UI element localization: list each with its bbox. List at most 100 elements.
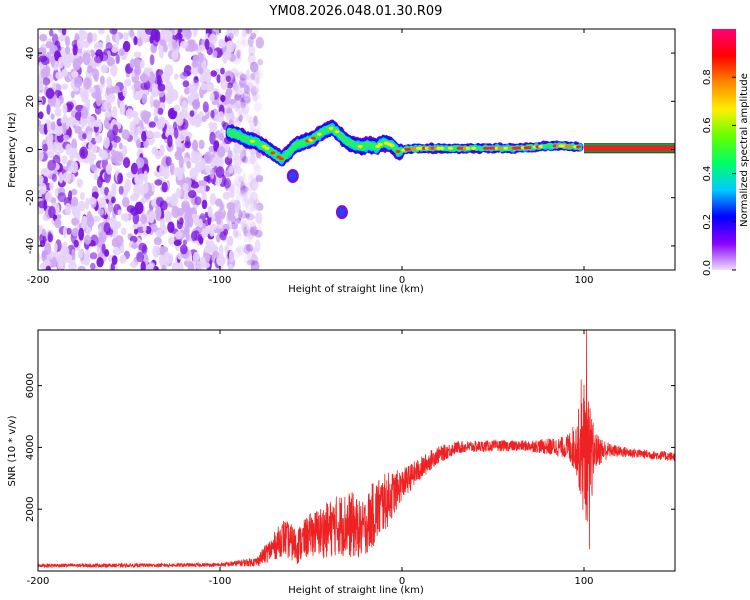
noise-speckle: [143, 170, 149, 183]
ridge-hotspot: [276, 155, 281, 159]
noise-speckle: [205, 252, 211, 264]
noise-speckle: [97, 208, 105, 216]
noise-speckle: [255, 77, 260, 85]
noise-speckle: [42, 143, 48, 152]
noise-speckle: [124, 178, 132, 192]
noise-speckle: [223, 228, 228, 236]
noise-speckle: [231, 116, 237, 126]
noise-speckle: [51, 256, 57, 268]
noise-speckle: [120, 227, 127, 236]
noise-speckle: [135, 139, 141, 149]
noise-speckle: [182, 239, 187, 246]
noise-speckle: [247, 198, 255, 205]
noise-speckle: [91, 143, 98, 153]
ridge-hotspot: [465, 146, 471, 150]
noise-speckle: [232, 229, 239, 238]
noise-speckle: [99, 149, 109, 161]
noise-speckle: [39, 233, 45, 244]
noise-speckle: [212, 50, 218, 58]
noise-speckle: [112, 247, 122, 255]
noise-speckle: [233, 142, 242, 155]
colorbar-tick-label: 0.6: [702, 117, 713, 133]
noise-speckle: [254, 165, 262, 175]
noise-speckle: [230, 222, 239, 230]
noise-speckle: [194, 152, 203, 161]
colorbar-label: Normalized spectral amplitude: [739, 73, 750, 227]
noise-speckle: [249, 192, 259, 204]
noise-speckle: [247, 173, 254, 187]
noise-speckle: [241, 223, 250, 234]
noise-speckle: [104, 111, 112, 118]
noise-speckle: [97, 41, 104, 50]
noise-speckle: [38, 175, 44, 184]
noise-speckle: [80, 192, 85, 201]
noise-speckle: [244, 253, 252, 266]
noise-speckle: [231, 148, 238, 161]
noise-speckle: [228, 236, 234, 246]
noise-speckle: [154, 179, 163, 186]
noise-speckle: [95, 88, 101, 101]
noise-speckle: [177, 261, 184, 270]
noise-speckle: [68, 261, 77, 270]
spectrogram-x-tick-label: 100: [574, 275, 593, 286]
noise-speckle: [149, 223, 158, 233]
band-core: [584, 145, 675, 151]
noise-speckle: [253, 101, 263, 112]
noise-speckle: [249, 124, 256, 132]
noise-speckle: [220, 67, 225, 75]
noise-speckle: [249, 186, 256, 196]
ridge-hotspot: [503, 146, 509, 150]
noise-speckle: [41, 228, 47, 237]
noise-speckle: [234, 173, 243, 187]
noise-speckle: [129, 29, 135, 37]
noise-speckle: [212, 156, 218, 166]
noise-speckle: [73, 239, 79, 248]
ridge-hotspot: [538, 145, 544, 148]
ridge-hotspot: [357, 145, 363, 148]
noise-speckle: [245, 155, 252, 165]
noise-speckle: [236, 178, 244, 189]
noise-speckle: [159, 144, 165, 157]
snr-frame: [37, 329, 676, 572]
noise-speckle: [243, 191, 252, 204]
noise-speckle: [201, 261, 211, 269]
noise-speckle: [238, 114, 243, 122]
noise-speckle: [165, 81, 173, 93]
noise-speckle: [98, 29, 105, 35]
noise-speckle: [124, 78, 132, 87]
noise-speckle: [238, 94, 246, 103]
noise-speckle: [86, 131, 93, 142]
spectrogram-y-tick-label: 0: [25, 146, 36, 152]
noise-speckle: [176, 115, 182, 125]
noise-speckle: [219, 253, 224, 265]
noise-speckle: [159, 164, 165, 177]
noise-speckle: [241, 105, 250, 115]
noise-speckle: [241, 198, 249, 207]
noise-speckle: [245, 213, 255, 221]
noise-speckle: [174, 231, 183, 240]
noise-speckle: [236, 244, 245, 256]
noise-speckle: [168, 236, 175, 246]
noise-speckle: [47, 159, 57, 171]
noise-speckle: [178, 155, 184, 168]
noise-speckle: [40, 67, 49, 80]
noise-speckle: [240, 219, 246, 230]
noise-speckle: [54, 107, 62, 117]
noise-speckle: [46, 132, 54, 145]
noise-speckle: [241, 88, 250, 101]
snr-y-tick-label: 6000: [25, 373, 36, 398]
noise-speckle: [155, 229, 164, 238]
ridge-hotspot: [311, 136, 316, 140]
noise-speckle: [199, 157, 206, 171]
noise-speckle: [45, 41, 54, 49]
noise-speckle: [44, 242, 52, 255]
noise-speckle: [204, 38, 210, 51]
noise-speckle: [250, 172, 259, 184]
noise-speckle: [191, 60, 199, 68]
noise-speckle: [141, 244, 148, 255]
noise-speckle: [242, 172, 247, 185]
noise-speckle: [98, 197, 107, 208]
noise-speckle: [79, 30, 88, 41]
snr-x-axis-label: Height of straight line (km): [288, 585, 424, 596]
noise-speckle: [249, 178, 259, 191]
